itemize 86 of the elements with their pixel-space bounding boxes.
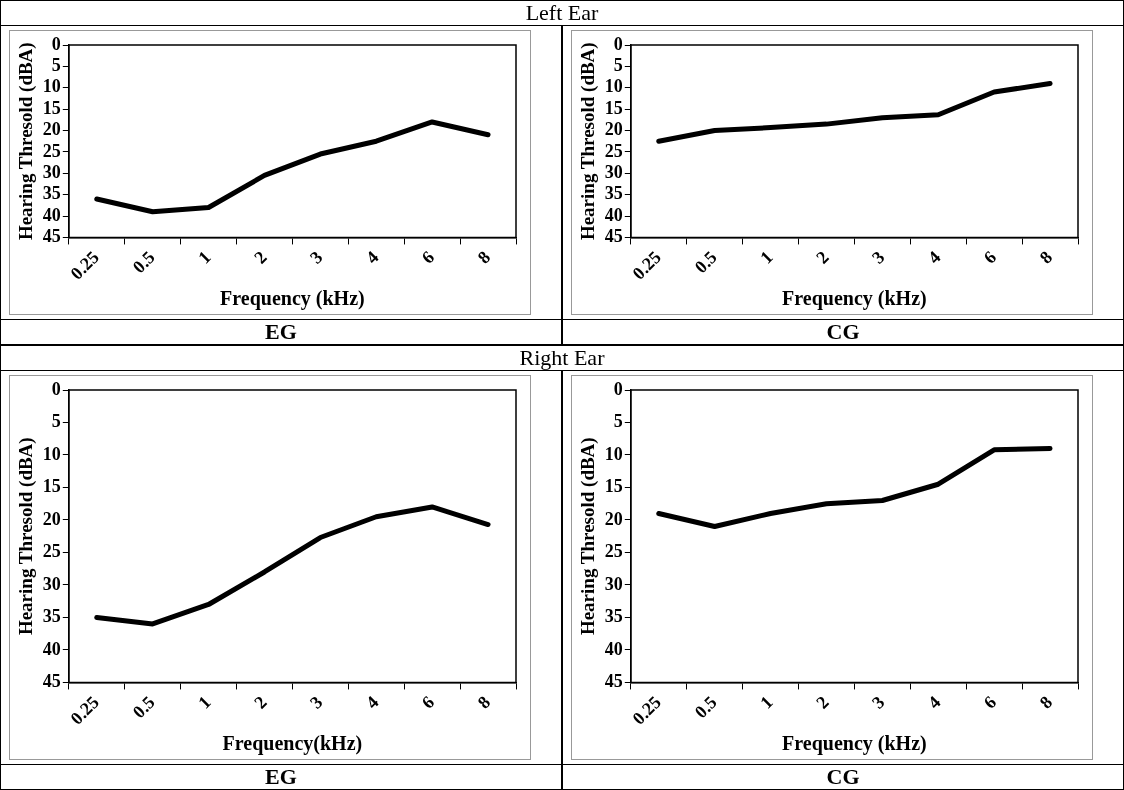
x-tick-label: 6 [979,247,1001,268]
x-tick-label: 6 [417,692,439,713]
y-tick-label: 25 [42,140,61,161]
y-tick-label: 20 [42,508,61,529]
y-tick-label: 0 [613,33,623,54]
y-axis-title: Hearing Thresold (dBA) [577,42,600,241]
x-tick-label: 1 [194,247,215,268]
y-tick-label: 25 [42,541,61,562]
x-tick-label: 0.5 [128,247,159,278]
y-tick-label: 10 [604,76,623,97]
y-tick-label: 35 [604,183,623,204]
x-tick-label: 8 [473,692,495,713]
y-axis-title: Hearing Thresold (dBA) [15,42,38,241]
y-tick-label: 45 [42,226,61,247]
x-tick-label: 4 [361,247,383,268]
x-tick-label: 3 [867,247,889,268]
x-tick-label: 4 [923,692,945,713]
x-tick-label: 1 [756,692,777,713]
y-tick-label: 45 [42,671,61,692]
y-tick-label: 35 [42,183,61,204]
text: CG [562,764,1124,790]
y-tick-label: 25 [604,140,623,161]
y-tick-label: 5 [51,55,61,76]
y-tick-label: 40 [42,638,61,659]
x-tick-label: 2 [812,247,833,268]
x-axis-title: Frequency (kHz) [782,287,927,311]
y-tick-label: 10 [604,443,623,464]
y-tick-label: 5 [51,411,61,432]
x-tick-label: 1 [194,692,215,713]
x-tick-label: 6 [417,247,439,268]
y-tick-label: 20 [604,508,623,529]
y-tick-label: 30 [604,573,623,594]
y-tick-label: 20 [42,119,61,140]
y-tick-label: 30 [42,161,61,182]
x-tick-label: 0.5 [128,692,159,723]
y-tick-label: 15 [42,476,61,497]
x-tick-label: 1 [756,247,777,268]
y-tick-label: 30 [604,161,623,182]
text: Left Ear [0,0,1124,26]
x-tick-label: 8 [1035,247,1057,268]
y-tick-label: 45 [604,226,623,247]
y-axis-title: Hearing Thresold (dBA) [15,437,38,636]
x-tick-label: 8 [473,247,495,268]
x-tick-label: 0.5 [690,247,721,278]
x-tick-label: 0.25 [628,247,665,284]
y-tick-label: 15 [42,97,61,118]
y-tick-label: 5 [613,55,623,76]
x-tick-label: 3 [305,247,327,268]
x-tick-label: 3 [305,692,327,713]
y-tick-label: 45 [604,671,623,692]
x-tick-label: 2 [250,247,271,268]
x-tick-label: 2 [250,692,271,713]
x-tick-label: 6 [979,692,1001,713]
y-tick-label: 40 [604,638,623,659]
x-axis-title: Frequency (kHz) [220,287,365,311]
x-tick-label: 3 [867,692,889,713]
y-tick-label: 35 [42,606,61,627]
x-tick-label: 0.5 [690,692,721,723]
y-tick-label: 0 [51,33,61,54]
y-tick-label: 5 [613,411,623,432]
y-tick-label: 40 [42,204,61,225]
y-tick-label: 10 [42,76,61,97]
text: EG [0,319,562,345]
y-tick-label: 20 [604,119,623,140]
x-axis-title: Frequency(kHz) [222,732,363,756]
y-tick-label: 40 [604,204,623,225]
y-tick-label: 25 [604,541,623,562]
y-tick-label: 10 [42,443,61,464]
y-tick-label: 0 [51,378,61,399]
x-tick-label: 4 [923,247,945,268]
y-tick-label: 30 [42,573,61,594]
text: EG [0,764,562,790]
x-tick-label: 0.25 [66,692,103,729]
y-tick-label: 15 [604,97,623,118]
y-tick-label: 0 [613,378,623,399]
y-tick-label: 15 [604,476,623,497]
x-tick-label: 0.25 [66,247,103,284]
text: Right Ear [0,345,1124,371]
x-tick-label: 2 [812,692,833,713]
x-tick-label: 0.25 [628,692,665,729]
x-tick-label: 8 [1035,692,1057,713]
text: CG [562,319,1124,345]
y-tick-label: 35 [604,606,623,627]
x-axis-title: Frequency (kHz) [782,732,927,756]
y-axis-title: Hearing Thresold (dBA) [577,437,600,636]
x-tick-label: 4 [361,692,383,713]
